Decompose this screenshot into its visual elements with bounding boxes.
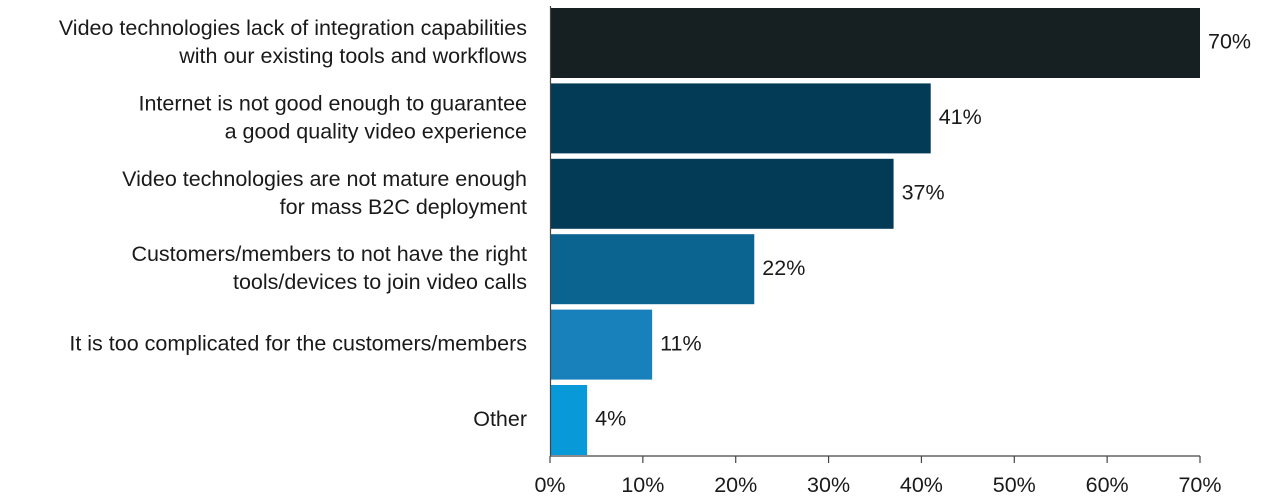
category-label-2: Video technologies are not mature enough… — [122, 166, 527, 218]
value-label-5: 4% — [595, 407, 626, 431]
bar-5 — [550, 385, 588, 455]
value-labels: 70% 41% 37% 22% 11% 4% — [595, 30, 1251, 431]
x-tick-label-2: 20% — [714, 473, 757, 497]
value-label-1: 41% — [939, 105, 982, 129]
x-tick-label-7: 70% — [1178, 473, 1221, 497]
bar-3 — [550, 234, 755, 305]
value-label-2: 37% — [902, 180, 945, 204]
bar-4 — [550, 309, 653, 380]
bar-2 — [550, 158, 894, 229]
bars-layer — [550, 8, 1200, 455]
x-tick-label-1: 10% — [621, 473, 664, 497]
x-tick-label-6: 60% — [1086, 473, 1129, 497]
value-label-3: 22% — [762, 256, 805, 280]
value-label-4: 11% — [660, 331, 701, 355]
bar-0 — [550, 8, 1200, 78]
x-tick-label-0: 0% — [534, 473, 565, 497]
x-tick-label-4: 40% — [900, 473, 943, 497]
category-label-0: Video technologies lack of integration c… — [59, 16, 527, 68]
category-label-5: Other — [473, 407, 527, 431]
category-label-1: Internet is not good enough to guarantee… — [138, 91, 527, 143]
x-tick-label-3: 30% — [807, 473, 850, 497]
category-labels: Video technologies lack of integration c… — [59, 16, 527, 431]
value-label-0: 70% — [1208, 30, 1251, 54]
bar-1 — [550, 83, 931, 154]
x-axis: 0% 10% 20% 30% 40% 50% 60% 70% — [534, 6, 1222, 497]
category-label-3: Customers/members to not have the right t… — [131, 242, 527, 294]
category-label-4: It is too complicated for the customers/… — [69, 331, 527, 355]
x-tick-label-5: 50% — [993, 473, 1036, 497]
